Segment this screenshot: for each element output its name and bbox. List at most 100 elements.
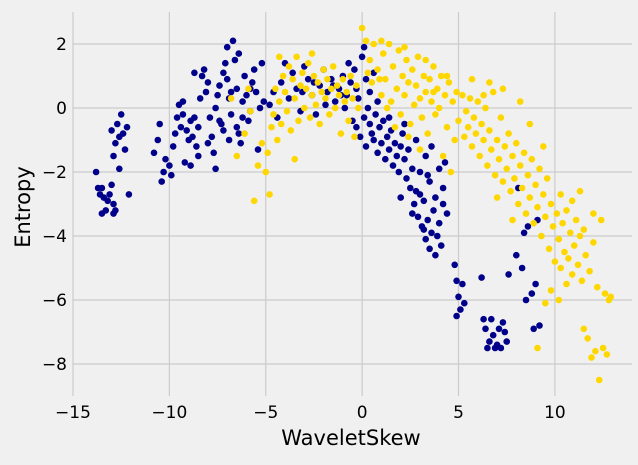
scatter-point	[391, 139, 399, 147]
scatter-point	[414, 53, 422, 61]
scatter-point	[536, 165, 543, 173]
scatter-point	[416, 191, 424, 198]
scatter-point	[532, 181, 539, 189]
scatter-point	[223, 75, 231, 83]
scatter-point	[499, 319, 507, 326]
scatter-point	[416, 146, 424, 153]
scatter-point	[449, 98, 457, 105]
scatter-point	[509, 152, 516, 160]
scatter-point	[488, 146, 495, 153]
scatter-point	[364, 104, 372, 112]
scatter-point	[189, 133, 196, 141]
x-axis-label: WaveletSkew	[281, 426, 420, 450]
scatter-point	[526, 120, 534, 128]
scatter-point	[110, 200, 117, 208]
scatter-point	[277, 120, 285, 128]
scatter-point	[287, 127, 295, 134]
scatter-point	[235, 50, 243, 57]
scatter-point	[119, 130, 127, 137]
scatter-point	[410, 101, 418, 109]
scatter-point	[459, 91, 466, 99]
scatter-point	[158, 178, 165, 185]
scatter-point	[542, 299, 549, 307]
scatter-point	[445, 79, 453, 86]
scatter-point	[491, 171, 499, 179]
scatter-point	[168, 171, 175, 179]
scatter-point	[241, 72, 248, 80]
scatter-point	[480, 315, 487, 323]
scatter-point	[304, 59, 312, 67]
scatter-point	[435, 104, 443, 112]
scatter-point	[314, 79, 322, 86]
scatter-point	[540, 191, 547, 198]
scatter-point	[382, 155, 389, 163]
scatter-point	[220, 127, 227, 134]
scatter-point	[376, 123, 383, 131]
scatter-point	[385, 114, 393, 121]
scatter-point	[220, 69, 227, 77]
scatter-point	[108, 127, 115, 134]
scatter-point	[476, 152, 484, 160]
scatter-point	[233, 152, 241, 160]
scatter-point	[590, 239, 597, 246]
y-tick-label: −6	[42, 291, 67, 311]
scatter-point	[169, 143, 177, 150]
scatter-point	[293, 53, 300, 61]
scatter-point	[401, 43, 408, 51]
scatter-point	[520, 149, 528, 157]
scatter-point	[193, 143, 200, 150]
scatter-point	[239, 98, 246, 105]
scatter-point	[534, 344, 541, 352]
scatter-point	[329, 63, 337, 70]
scatter-point	[599, 344, 607, 352]
scatter-point	[183, 127, 190, 134]
scatter-point	[441, 91, 449, 99]
scatter-point	[117, 111, 125, 118]
scatter-point	[570, 242, 578, 249]
scatter-point	[422, 56, 430, 64]
scatter-point	[495, 325, 503, 333]
scatter-point	[210, 149, 217, 157]
scatter-point	[320, 66, 327, 73]
scatter-point	[385, 40, 393, 48]
scatter-point	[409, 66, 416, 73]
scatter-point	[603, 351, 611, 358]
scatter-point	[264, 149, 272, 157]
scatter-point	[160, 168, 167, 176]
scatter-point	[347, 79, 354, 86]
scatter-point	[227, 88, 235, 96]
scatter-point	[156, 120, 163, 128]
scatter-point	[289, 69, 297, 77]
scatter-point	[511, 175, 518, 182]
scatter-point	[312, 101, 320, 109]
scatter-point	[378, 139, 385, 147]
scatter-point	[333, 82, 341, 89]
scatter-point	[260, 98, 268, 105]
scatter-point	[520, 229, 528, 237]
scatter-point	[245, 85, 252, 93]
scatter-point	[266, 101, 273, 109]
scatter-point	[455, 293, 462, 301]
scatter-point	[414, 213, 422, 221]
scatter-point	[316, 120, 324, 128]
scatter-point	[110, 152, 117, 160]
scatter-point	[98, 184, 106, 192]
scatter-point	[374, 149, 381, 157]
x-axis-ticks: −15 −10 −5 0 5 10	[55, 403, 566, 423]
scatter-point	[196, 95, 204, 102]
scatter-point	[493, 194, 501, 201]
scatter-point	[528, 155, 536, 163]
x-tick-label: 0	[357, 403, 368, 423]
scatter-point	[416, 95, 424, 102]
scatter-point	[308, 91, 316, 99]
scatter-point	[177, 123, 185, 131]
scatter-point	[378, 91, 385, 99]
scatter-point	[356, 133, 364, 141]
scatter-point	[447, 168, 455, 176]
scatter-point	[486, 79, 493, 86]
scatter-point	[291, 95, 299, 102]
scatter-point	[324, 75, 331, 83]
scatter-point	[428, 229, 435, 237]
scatter-point	[191, 69, 198, 77]
